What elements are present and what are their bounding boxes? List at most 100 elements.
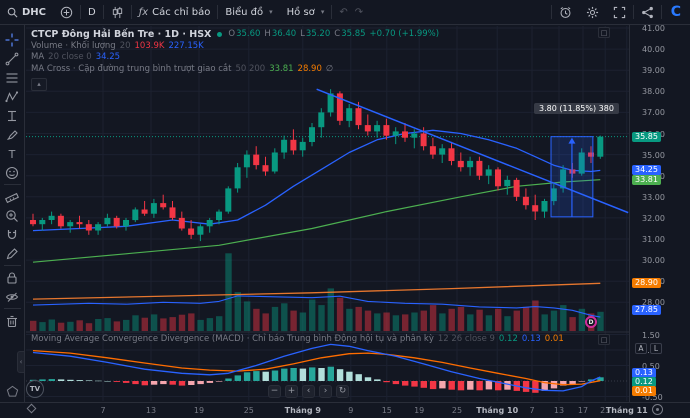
scroll-right-button[interactable]: ›: [319, 385, 332, 398]
candle-up: [485, 169, 492, 176]
volume-bar: [364, 310, 372, 331]
profile-menu[interactable]: Hồ sơ ▾: [280, 0, 332, 24]
lock-drawings-button[interactable]: [2, 268, 23, 287]
volume-bar: [150, 314, 158, 331]
macd-legend-row[interactable]: Moving Average Convergence Divergence (M…: [31, 334, 564, 344]
candle-down: [522, 196, 529, 206]
symbol-search[interactable]: DHC: [0, 0, 53, 24]
pattern-tool[interactable]: [2, 87, 23, 106]
macd-tick: 0.50: [642, 361, 660, 371]
macd-hist-bar: [48, 379, 55, 381]
auto-scale-button[interactable]: A: [635, 343, 647, 354]
legend-collapse-button[interactable]: ▴: [31, 78, 47, 91]
go-to-realtime-button[interactable]: [652, 404, 663, 415]
candle-down: [402, 131, 408, 138]
volume-bar: [113, 321, 121, 331]
settings-button[interactable]: [579, 6, 606, 19]
symbol-title: CTCP Đông Hải Bến Tre · 1D · HSX: [31, 29, 212, 40]
volume-bar: [383, 312, 390, 331]
indicators-button[interactable]: ƒx Các chỉ báo: [132, 0, 218, 24]
remove-drawings-button[interactable]: [2, 311, 23, 330]
reset-chart-button[interactable]: ↻: [336, 385, 349, 398]
low-label: L: [300, 29, 305, 39]
text-tool[interactable]: T: [2, 144, 23, 163]
ma20-line: [32, 129, 601, 232]
volume-bar: [457, 306, 465, 331]
macd-hist-bar: [457, 381, 465, 391]
share-button[interactable]: [634, 6, 661, 19]
candle-down: [457, 160, 464, 168]
macd-hist-bar: [178, 381, 186, 386]
macd-hist-bar: [485, 381, 493, 390]
macd-maximize-button[interactable]: □: [598, 334, 610, 345]
shapes-tool[interactable]: [0, 385, 25, 398]
candle-down: [495, 169, 501, 187]
volume-bar: [448, 308, 455, 331]
zoom-tool[interactable]: [2, 206, 23, 225]
price-range-label[interactable]: 3.80 (11.85%) 380: [534, 103, 619, 114]
volume-bar: [290, 310, 297, 331]
redo-button[interactable]: ↷: [355, 0, 370, 24]
toolbar-collapse-handle[interactable]: ‹: [17, 351, 25, 373]
alert-button[interactable]: [552, 6, 579, 19]
market-status-icon[interactable]: [217, 32, 223, 38]
macross-legend-row[interactable]: MA Cross · Cặp đường trung bình trượt gi…: [31, 64, 439, 76]
price-tick: 32.00: [642, 213, 665, 223]
long-position-icon: [8, 110, 16, 121]
macd-hist-bar: [309, 367, 316, 381]
layout-menu[interactable]: Biểu đồ ▾: [218, 0, 279, 24]
measure-tool[interactable]: [2, 187, 23, 206]
macd-hist-bar: [67, 379, 74, 381]
tradingview-logo[interactable]: TV: [26, 380, 44, 398]
maximize-icon: □: [600, 335, 608, 344]
macd-hist-bar: [95, 380, 102, 382]
time-axis[interactable]: 7 13 19 25 Tháng 9 9 15 19 25 Tháng 10 7 13 17 23 Thán…: [0, 402, 690, 418]
candle-down: [188, 228, 195, 235]
log-scale-button[interactable]: L: [650, 343, 662, 354]
interval-button[interactable]: D: [81, 0, 103, 24]
trend-line-icon: [5, 52, 19, 65]
macd-tick: 1.50: [642, 330, 660, 340]
candle-up: [132, 209, 139, 221]
scroll-left-button[interactable]: ‹: [302, 385, 315, 398]
magnet-tool[interactable]: [2, 225, 23, 244]
emoji-tool[interactable]: [2, 163, 23, 182]
high-value: 36.40: [271, 29, 297, 39]
zoom-in-button[interactable]: +: [285, 385, 298, 398]
compare-button[interactable]: [53, 0, 80, 24]
macd-line: [32, 343, 601, 392]
price-label-chip: 27.85: [632, 305, 661, 316]
candle-up: [48, 215, 55, 220]
macd-hist-bar: [550, 381, 558, 389]
hide-drawings-button[interactable]: [2, 287, 23, 306]
profile-label: Hồ sơ: [286, 6, 315, 18]
macd-hist-bar: [132, 381, 139, 385]
volume-legend-row[interactable]: Volume · Khối lượng 20 103.9K 227.15K: [31, 41, 439, 53]
fullscreen-button[interactable]: [606, 6, 633, 19]
trend-line-tool[interactable]: [2, 49, 23, 68]
macd-hist-bar: [160, 381, 167, 385]
symbol-legend-row[interactable]: CTCP Đông Hải Bến Tre · 1D · HSX O 35.60 …: [31, 29, 439, 41]
legend: CTCP Đông Hải Bến Tre · 1D · HSX O 35.60 …: [31, 29, 439, 91]
drawing-mode-tool[interactable]: [2, 244, 23, 263]
fib-retracement-tool[interactable]: [2, 68, 23, 87]
volume-bar: [560, 305, 567, 331]
zoom-out-button[interactable]: −: [268, 385, 281, 398]
price-tick: 41.00: [642, 24, 665, 33]
ma-legend-row[interactable]: MA 20 close 0 34.25: [31, 52, 439, 64]
smiley-icon: [5, 166, 19, 179]
crosshair-tool[interactable]: [2, 30, 23, 49]
volume-bar: [48, 319, 55, 331]
position-tool[interactable]: [2, 106, 23, 125]
undo-button[interactable]: ↶: [332, 0, 354, 24]
eye-icon: [5, 292, 19, 302]
brush-tool[interactable]: [2, 125, 23, 144]
macd-hist-bar: [197, 381, 204, 385]
minus-icon: −: [270, 386, 279, 396]
broker-logo[interactable]: C: [670, 4, 681, 20]
macd-hist-bar: [411, 381, 418, 387]
chart-type-button[interactable]: [104, 0, 131, 24]
macd-hist-bar: [439, 381, 446, 389]
pane-maximize-button[interactable]: □: [598, 27, 610, 38]
